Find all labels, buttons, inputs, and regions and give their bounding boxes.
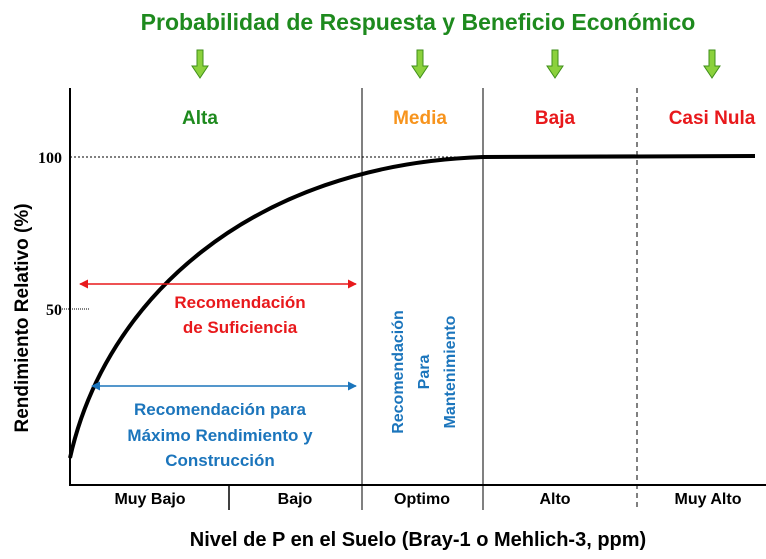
zone-label: Alta — [182, 108, 218, 129]
x-category: Muy Bajo — [114, 491, 185, 508]
annotation: Máximo Rendimiento y — [127, 426, 313, 445]
annotation: Para — [416, 355, 433, 390]
arrow — [191, 49, 209, 79]
axes — [62, 88, 766, 510]
annotation: Recomendación — [390, 310, 407, 434]
x-category: Alto — [539, 491, 570, 508]
x-category: Optimo — [394, 491, 450, 508]
annotation: de Suficiencia — [183, 318, 298, 337]
annotation: Construcción — [165, 451, 275, 470]
annotation: Recomendación para — [134, 400, 306, 419]
annotation: Recomendación — [174, 293, 305, 312]
x-category: Muy Alto — [675, 491, 742, 508]
annotation: Mantenimiento — [442, 315, 459, 428]
title: Probabilidad de Respuesta y Beneficio Ec… — [141, 9, 696, 35]
arrow — [546, 49, 564, 79]
zone-label: Baja — [535, 108, 576, 129]
y-tick-label: 100 — [38, 150, 62, 167]
arrow — [411, 49, 429, 79]
x-category: Bajo — [278, 491, 313, 508]
zone-label: Casi Nula — [669, 108, 756, 129]
arrow — [703, 49, 721, 79]
x-axis-title: Nivel de P en el Suelo (Bray-1 o Mehlich… — [190, 529, 646, 551]
y-axis-title: Rendimiento Relativo (%) — [12, 203, 33, 432]
zone-label: Media — [393, 108, 447, 129]
y-tick-label: 50 — [46, 302, 62, 319]
